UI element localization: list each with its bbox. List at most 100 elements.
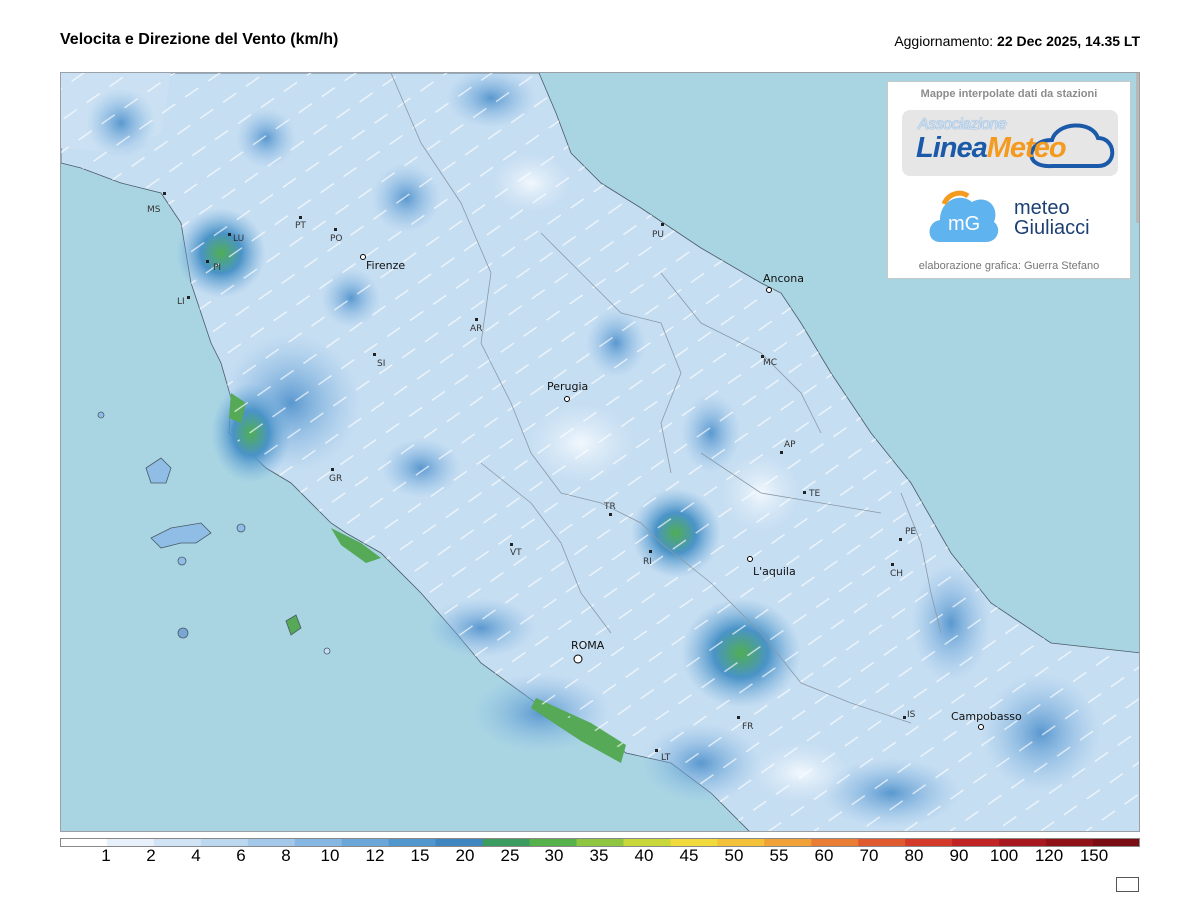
island-giannutri: [177, 627, 189, 639]
color-scale: [60, 838, 1140, 847]
city-label-firenze: Firenze: [366, 259, 405, 272]
coastal-strong-wind-1: [531, 698, 626, 763]
color-scale-swatch: [670, 838, 718, 847]
province-label: SI: [377, 359, 385, 369]
wind-arrows: [61, 73, 1139, 831]
color-scale-swatch: [811, 838, 859, 847]
color-scale-label: 60: [814, 846, 834, 865]
city-labels: Firenze Ancona Perugia L'aquila ROMA Cam…: [366, 259, 1022, 723]
logo-panel: Mappe interpolate dati da stazioni Assoc…: [887, 81, 1131, 279]
color-scale-label: 30: [544, 846, 564, 865]
empty-box: [1116, 877, 1139, 892]
color-scale-label: 70: [859, 846, 879, 865]
color-scale-label: 6: [236, 846, 246, 865]
region-borders: [390, 73, 942, 724]
color-scale-border: [60, 838, 1140, 847]
province-markers: [163, 192, 906, 752]
color-scale-swatch: [60, 838, 108, 847]
color-scale-label: 90: [949, 846, 969, 865]
province-label: MC: [763, 358, 777, 368]
color-scale-label: 1: [101, 846, 111, 865]
province-label: RI: [643, 557, 652, 567]
province-label: PU: [652, 230, 664, 240]
lineameteo-logo: [902, 110, 1118, 176]
map-title: Velocita e Direzione del Vento (km/h): [60, 31, 339, 48]
map-svg: Firenze Ancona Perugia L'aquila ROMA Cam…: [61, 73, 1139, 831]
province-label: PO: [330, 234, 343, 244]
province-label: TE: [808, 489, 820, 499]
color-scale-label: 15: [410, 846, 430, 865]
lineameteo-name-2: Meteo: [986, 132, 1067, 164]
color-scale-swatch: [106, 838, 155, 847]
island-giglio: [285, 614, 302, 636]
city-markers: [360, 254, 984, 730]
color-scale-label: 10: [320, 846, 340, 865]
province-label: LU: [233, 234, 244, 244]
color-scale-label: 150: [1079, 846, 1109, 865]
mg-letters: mG: [948, 213, 980, 235]
color-scale-swatch: [341, 838, 390, 847]
color-scale-swatch: [294, 838, 343, 847]
province-label: AR: [470, 324, 482, 334]
color-scale-swatch: [388, 838, 437, 847]
islands: [97, 411, 246, 566]
color-scale-label: 20: [455, 846, 475, 865]
province-label: CH: [890, 569, 903, 579]
meteo-line1: meteo: [1014, 197, 1070, 219]
logo-credit: elaborazione grafica: Guerra Stefano: [918, 260, 1100, 272]
province-label: MS: [147, 205, 161, 215]
color-scale-swatch: [905, 838, 953, 847]
color-scale-swatch: [999, 838, 1047, 847]
color-scale-swatch: [764, 838, 812, 847]
province-label: AP: [784, 440, 796, 450]
color-scale-label: 120: [1034, 846, 1064, 865]
meteo-giuliacci-icon: mG: [929, 190, 999, 242]
province-label: PI: [213, 263, 221, 273]
color-scale-label: 100: [989, 846, 1019, 865]
color-scale-swatch: [952, 838, 1000, 847]
border-strip: [1136, 73, 1139, 223]
color-scale-swatch: [717, 838, 765, 847]
color-scale-swatch: [529, 838, 578, 847]
province-label: LT: [661, 753, 671, 763]
cloud-icon: [1029, 123, 1115, 169]
color-scale-swatch: [576, 838, 624, 847]
city-label-perugia: Perugia: [547, 380, 588, 393]
color-scale-label: 2: [146, 846, 156, 865]
province-label: TR: [603, 502, 616, 512]
city-label-campobasso: Campobasso: [951, 710, 1022, 723]
province-label: PE: [905, 527, 916, 537]
color-scale-swatch: [623, 838, 671, 847]
province-label: FR: [742, 722, 753, 732]
island-small: [323, 647, 331, 655]
color-scale-labels: 1 2 4 6 8 10 12 15 20 25 30 35 40 45 50 55 60 70 80 90 100 12…: [60, 846, 1140, 866]
color-scale-label: 40: [634, 846, 654, 865]
color-scale-label: 80: [904, 846, 924, 865]
lineameteo-name-1: Linea: [916, 132, 988, 164]
update-label: Aggiornamento:: [894, 33, 994, 49]
province-label: VT: [510, 548, 522, 558]
update-value: 22 Dec 2025, 14.35 LT: [997, 33, 1140, 49]
color-scale-label: 45: [679, 846, 699, 865]
logo-panel-heading: Mappe interpolate dati da stazioni: [920, 88, 1098, 100]
update-timestamp: Aggiornamento: 22 Dec 2025, 14.35 LT: [894, 33, 1140, 49]
province-label: PT: [295, 221, 306, 231]
meteo-giuliacci-text: meteo Giuliacci: [1014, 198, 1090, 238]
coastal-strong-wind-2: [331, 528, 381, 563]
color-scale-swatch: [247, 838, 296, 847]
color-scale-label: 50: [724, 846, 744, 865]
color-scale-swatch: [200, 838, 249, 847]
province-label: LI: [177, 297, 185, 307]
city-label-roma: ROMA: [571, 639, 605, 652]
color-scale-swatch: [482, 838, 531, 847]
color-scale-label: 8: [281, 846, 291, 865]
color-scale-swatch: [435, 838, 484, 847]
lineameteo-name: LineaMeteo: [916, 132, 1067, 165]
color-scale-swatch: [153, 838, 202, 847]
color-scale-swatch: [1093, 838, 1140, 847]
meteo-line2: Giuliacci: [1014, 217, 1090, 239]
city-label-laquila: L'aquila: [753, 565, 796, 578]
color-scale-label: 25: [500, 846, 520, 865]
province-label: IS: [907, 710, 916, 720]
city-label-ancona: Ancona: [763, 272, 804, 285]
